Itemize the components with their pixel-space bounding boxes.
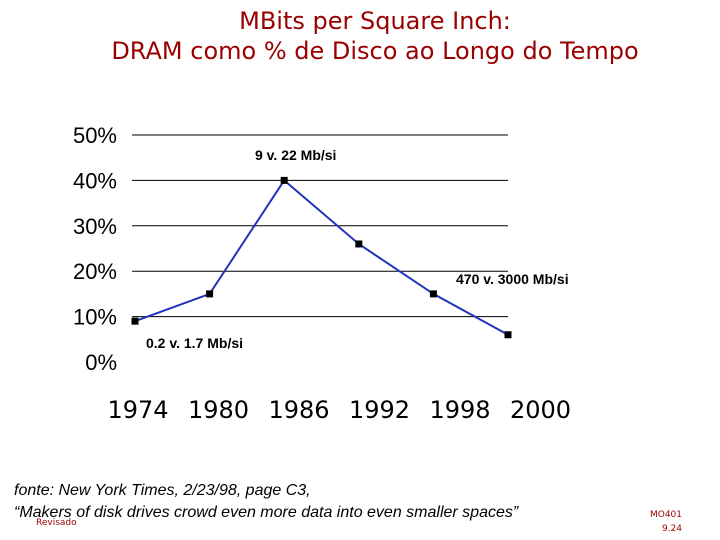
source-article-title: “Makers of disk drives crowd even more d…	[14, 504, 519, 521]
y-tick-label: 30%	[73, 214, 117, 239]
y-tick-label: 50%	[73, 123, 117, 148]
x-tick-label: 1992	[349, 396, 410, 424]
source-citation: fonte: New York Times, 2/23/98, page C3,	[14, 482, 311, 499]
y-tick-label: 20%	[73, 259, 117, 284]
footer-revision-label: Revisado	[36, 518, 77, 528]
data-point	[280, 176, 288, 184]
data-point	[355, 240, 363, 248]
x-tick-label: 2000	[510, 396, 571, 424]
annotation-label: 9 v. 22 Mb/si	[255, 147, 336, 163]
y-tick-label: 10%	[73, 305, 117, 330]
x-tick-label: 1974	[107, 396, 168, 424]
title-line-2: DRAM como % de Disco ao Longo do Tempo	[111, 37, 639, 65]
data-point	[131, 317, 139, 325]
x-tick-label: 1986	[268, 396, 329, 424]
x-tick-label: 1980	[188, 396, 249, 424]
footer-slide-number: 9.24	[661, 524, 682, 534]
x-tick-label: 1998	[429, 396, 490, 424]
line-chart: 0% 10% 20% 30% 40% 50% 1974 1980 1986 1992 1998 200…	[73, 123, 571, 424]
footer-course-code: MO401	[649, 510, 682, 520]
series-line	[134, 178, 509, 336]
data-point	[206, 290, 214, 298]
annotation-label: 470 v. 3000 Mb/si	[456, 271, 569, 287]
title-line-1: MBits per Square Inch:	[239, 7, 511, 35]
data-point	[429, 290, 437, 298]
data-point	[504, 331, 512, 339]
y-tick-label: 40%	[73, 168, 117, 193]
y-tick-label: 0%	[85, 350, 117, 375]
annotation-label: 0.2 v. 1.7 Mb/si	[146, 335, 243, 351]
